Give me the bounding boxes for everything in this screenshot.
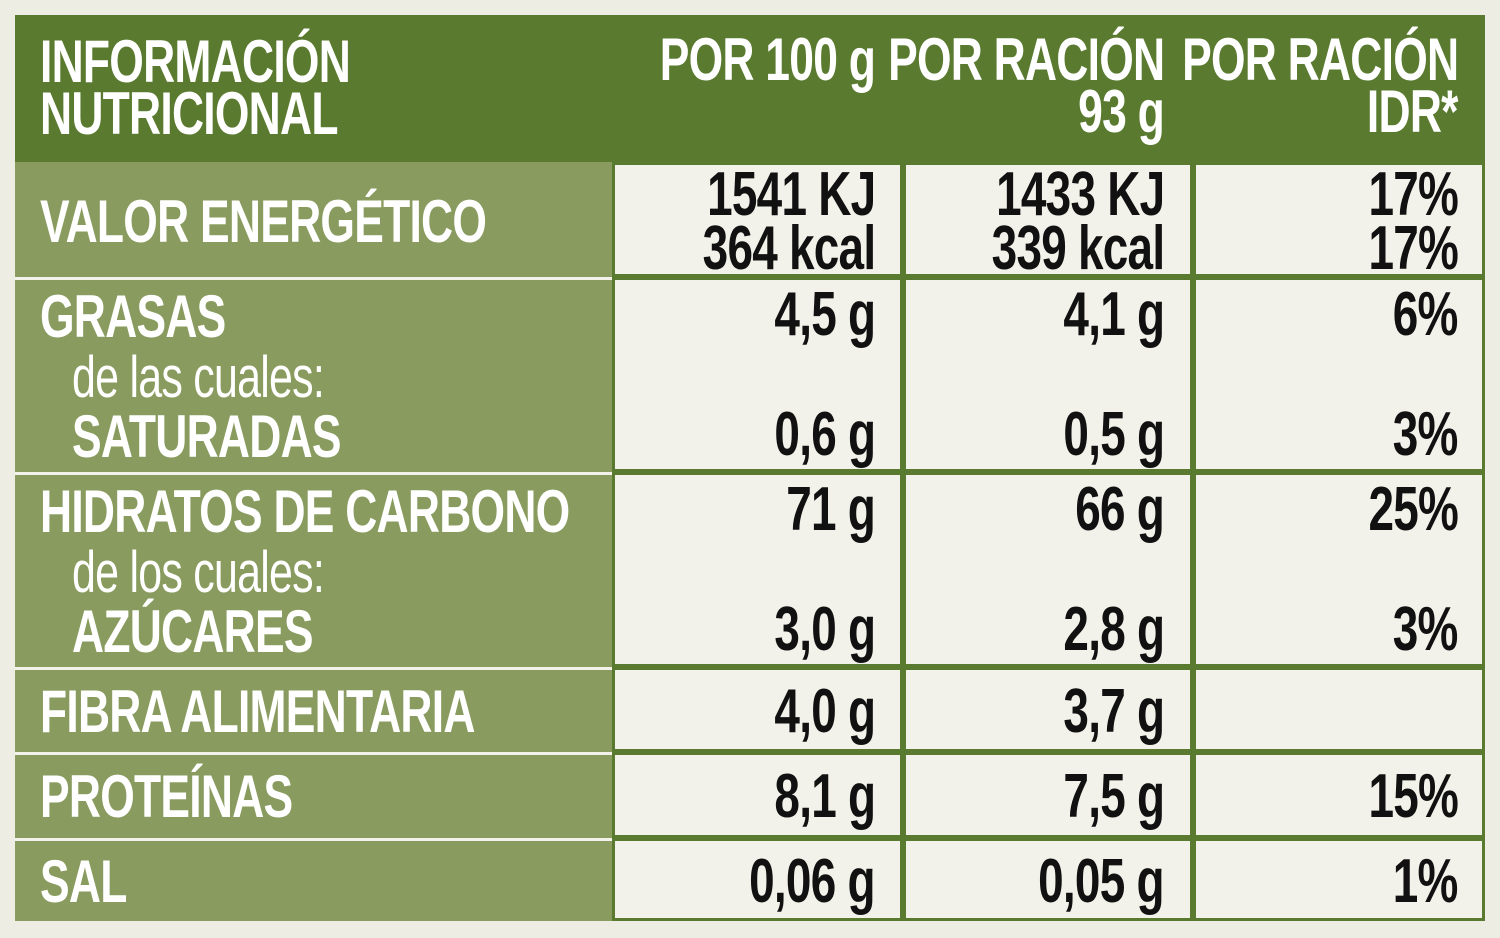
label-cell xyxy=(15,667,612,752)
row-sublabel-intro: de las cuales: xyxy=(72,345,325,410)
row-label: GRASAS xyxy=(40,283,226,350)
label-cell xyxy=(15,162,612,277)
row-divider xyxy=(15,667,612,670)
value: 17% xyxy=(1368,213,1458,283)
value: 339 kcal xyxy=(991,213,1164,283)
row-label: VALOR ENERGÉTICO xyxy=(40,187,487,255)
value-cell xyxy=(1193,752,1485,838)
column-header: IDR* xyxy=(1367,78,1459,145)
value-cell xyxy=(903,162,1193,277)
label-cell xyxy=(15,472,612,667)
value-cell xyxy=(903,667,1193,752)
header-band xyxy=(15,15,1485,162)
row-label: FIBRA ALIMENTARIA xyxy=(40,677,475,745)
value-cell xyxy=(612,472,903,667)
value: 15% xyxy=(1368,762,1458,831)
row-sublabel-intro: de los cuales: xyxy=(72,540,325,605)
label-cell xyxy=(15,752,612,838)
value: 3% xyxy=(1393,400,1459,469)
value: 1433 KJ xyxy=(995,159,1165,229)
label-cell xyxy=(15,838,612,921)
value-cell xyxy=(903,472,1193,667)
value: 7,5 g xyxy=(1063,762,1165,831)
value: 0,6 g xyxy=(774,400,876,469)
column-header: POR RACIÓN xyxy=(887,26,1165,93)
value-cell xyxy=(903,752,1193,838)
value: 3% xyxy=(1393,595,1459,664)
value-cell xyxy=(903,838,1193,921)
value: 2,8 g xyxy=(1063,595,1165,664)
value-cell xyxy=(1193,162,1485,277)
column-header: 93 g xyxy=(1078,78,1165,145)
value: 1% xyxy=(1393,846,1459,916)
value: 17% xyxy=(1368,159,1458,229)
value: 364 kcal xyxy=(702,213,875,283)
row-divider xyxy=(15,838,612,841)
column-header: POR 100 g xyxy=(659,26,876,93)
value: 4,1 g xyxy=(1063,280,1165,349)
value: 3,7 g xyxy=(1063,676,1165,746)
value: 6% xyxy=(1393,280,1459,349)
row-divider xyxy=(15,472,612,475)
value: 4,0 g xyxy=(774,676,876,746)
value: 0,05 g xyxy=(1038,846,1164,916)
row-sublabel: SATURADAS xyxy=(72,403,342,470)
column-header: POR RACIÓN xyxy=(1181,26,1459,93)
value: 66 g xyxy=(1075,475,1165,544)
value: 3,0 g xyxy=(774,595,876,664)
row-label: PROTEÍNAS xyxy=(40,763,293,830)
value-cell xyxy=(1193,667,1485,752)
row-sublabel: AZÚCARES xyxy=(72,598,313,665)
value-cell xyxy=(612,162,903,277)
value: 0,5 g xyxy=(1063,400,1165,469)
row-label: SAL xyxy=(40,847,127,915)
header-title: INFORMACIÓN xyxy=(40,28,351,95)
row-label: HIDRATOS DE CARBONO xyxy=(40,478,570,545)
value-cell xyxy=(612,838,903,921)
value-cell xyxy=(612,752,903,838)
value-cell xyxy=(612,277,903,472)
label-cell xyxy=(15,277,612,472)
value: 25% xyxy=(1368,475,1458,544)
value: 4,5 g xyxy=(774,280,876,349)
value: 0,06 g xyxy=(749,846,875,916)
value-cell xyxy=(612,667,903,752)
value: 1541 KJ xyxy=(706,159,876,229)
value-cell xyxy=(1193,277,1485,472)
value: 8,1 g xyxy=(774,762,876,831)
header-title: NUTRICIONAL xyxy=(40,80,338,147)
row-divider xyxy=(15,752,612,755)
value-cell xyxy=(903,277,1193,472)
value-cell xyxy=(1193,838,1485,921)
value-cell xyxy=(1193,472,1485,667)
row-divider xyxy=(15,277,612,280)
value: 71 g xyxy=(786,475,876,544)
